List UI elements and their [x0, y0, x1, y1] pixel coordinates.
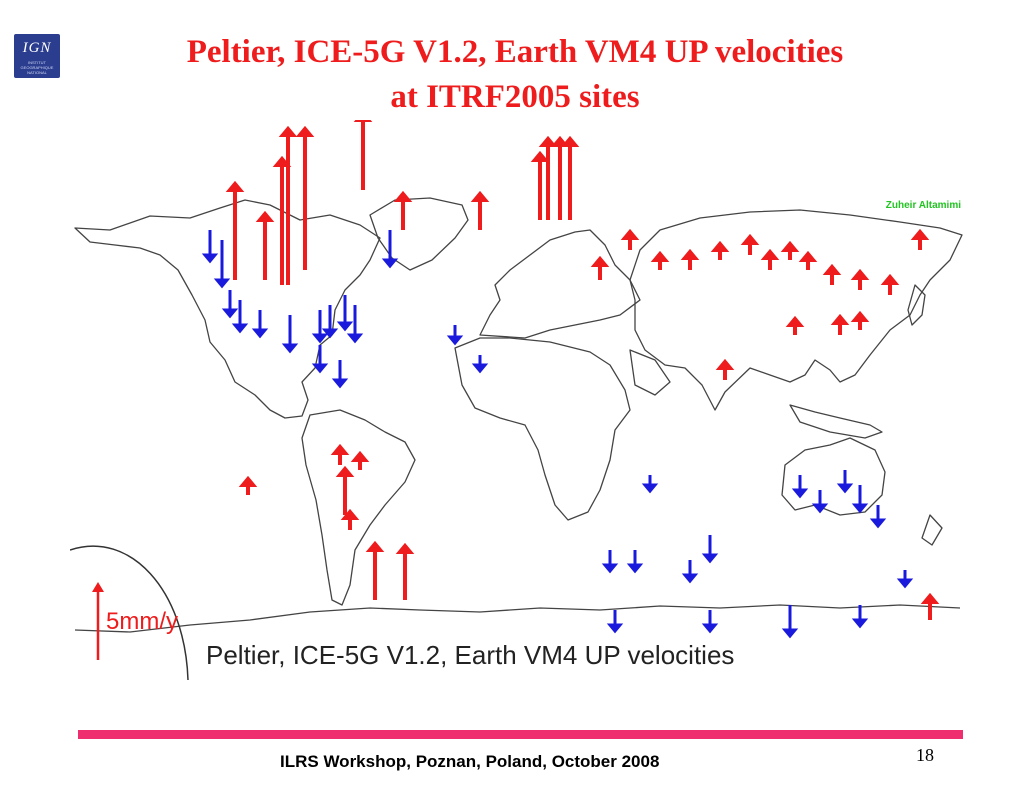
uplift-arrow	[340, 508, 360, 530]
subsidence-arrow	[601, 550, 619, 574]
subsidence-arrow	[641, 475, 659, 494]
map-svg	[69, 110, 963, 681]
subsidence-arrow	[896, 570, 914, 589]
uplift-arrow	[650, 250, 670, 270]
uplift-arrows	[225, 110, 940, 620]
uplift-arrow	[590, 255, 610, 280]
uplift-arrow	[395, 542, 415, 600]
uplift-arrow	[225, 180, 245, 280]
uplift-arrow	[278, 125, 298, 285]
uplift-arrow	[910, 228, 930, 250]
subsidence-arrow	[781, 605, 799, 639]
uplift-arrow	[785, 315, 805, 335]
uplift-arrow	[740, 233, 760, 255]
uplift-arrow	[920, 592, 940, 620]
uplift-arrow	[255, 210, 275, 280]
uplift-arrow	[335, 465, 355, 515]
subsidence-arrow	[606, 610, 624, 634]
subsidence-arrow	[231, 300, 249, 334]
uplift-arrow	[710, 240, 730, 260]
uplift-arrow	[350, 450, 370, 470]
uplift-arrow	[272, 155, 292, 285]
uplift-arrow	[780, 240, 800, 260]
subsidence-arrow	[311, 310, 329, 344]
logo-text: IGN	[22, 40, 52, 56]
uplift-arrow	[550, 135, 570, 220]
uplift-arrow	[353, 110, 373, 190]
slide-title: Peltier, ICE-5G V1.2, Earth VM4 UP veloc…	[70, 30, 960, 120]
uplift-arrow	[330, 443, 350, 465]
subsidence-arrow	[201, 230, 219, 264]
uplift-arrow	[680, 248, 700, 270]
subsidence-arrow	[381, 230, 399, 269]
uplift-arrow	[798, 250, 818, 270]
map-caption: Peltier, ICE-5G V1.2, Earth VM4 UP veloc…	[206, 640, 735, 670]
subsidence-arrow	[221, 290, 239, 319]
uplift-arrow	[850, 310, 870, 330]
scale-arc	[69, 545, 189, 681]
uplift-arrow	[470, 190, 490, 230]
uplift-arrow	[822, 263, 842, 285]
ign-logo: IGN INSTITUT GEOGRAPHIQUE NATIONAL	[14, 34, 60, 78]
subsidence-arrow	[346, 305, 364, 344]
subsidence-arrow	[681, 560, 699, 584]
subsidence-arrow	[331, 360, 349, 389]
uplift-arrow	[620, 228, 640, 250]
footer-text: ILRS Workshop, Poznan, Poland, October 2…	[280, 752, 660, 771]
subsidence-arrow	[869, 505, 887, 529]
title-line-2: at ITRF2005 sites	[390, 79, 640, 115]
title-line-1: Peltier, ICE-5G V1.2, Earth VM4 UP veloc…	[186, 34, 844, 70]
page-number: 18	[916, 745, 934, 765]
subsidence-arrow	[446, 325, 464, 346]
subsidence-arrow	[321, 305, 339, 339]
map-credit: Zuheir Altamimi	[885, 200, 961, 211]
subsidence-arrow	[336, 295, 354, 332]
subsidence-arrow	[626, 550, 644, 574]
uplift-arrow	[393, 190, 413, 230]
uplift-arrow	[538, 135, 558, 220]
subsidence-arrow	[811, 490, 829, 514]
uplift-arrow	[715, 358, 735, 380]
subsidence-arrow	[851, 485, 869, 514]
uplift-arrow	[530, 150, 550, 220]
subsidence-arrow	[251, 310, 269, 339]
subsidence-arrow	[701, 610, 719, 634]
uplift-arrow	[238, 475, 258, 495]
uplift-arrow	[880, 273, 900, 295]
subsidence-arrow	[311, 345, 329, 374]
uplift-arrow	[850, 268, 870, 290]
subsidence-arrow	[791, 475, 809, 499]
uplift-arrow	[295, 125, 315, 270]
uplift-arrow	[365, 540, 385, 600]
subsidence-arrow	[851, 605, 869, 629]
uplift-arrow	[560, 135, 580, 220]
scale-arrow	[92, 582, 104, 660]
uplift-arrow	[830, 313, 850, 335]
coastlines	[74, 197, 963, 633]
scale-label: 5mm/y	[106, 608, 178, 635]
subsidence-arrow	[213, 240, 231, 289]
subsidence-arrow	[836, 470, 854, 494]
uplift-arrow	[760, 248, 780, 270]
subsidence-arrow	[701, 535, 719, 564]
subsidence-arrow	[471, 355, 489, 374]
footer-divider	[78, 730, 963, 739]
subsidence-arrows	[201, 230, 914, 639]
logo-subtitle: INSTITUT GEOGRAPHIQUE NATIONAL	[20, 60, 54, 75]
subsidence-arrow	[281, 315, 299, 354]
world-map: Zuheir Altamimi 5mm/y Peltier, ICE-5G V1…	[69, 110, 965, 681]
